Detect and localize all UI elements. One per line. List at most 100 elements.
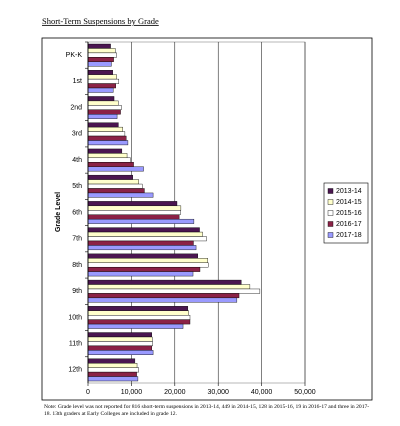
bar [87, 336, 153, 342]
chart-title: Short-Term Suspensions by Grade [42, 16, 159, 26]
bar [87, 205, 182, 211]
bar [87, 122, 119, 128]
legend-label: 2014-15 [336, 199, 362, 206]
legend-swatch [327, 232, 334, 238]
bar [87, 310, 189, 316]
legend-label: 2016-17 [336, 221, 362, 228]
y-tick-label: 11th [69, 340, 82, 347]
y-tick-label: 7th [72, 236, 82, 243]
bar [87, 201, 178, 207]
bar [87, 210, 181, 215]
bar [87, 279, 242, 285]
y-tick-label: PK-K [66, 52, 83, 59]
bar [87, 240, 194, 246]
legend-swatch [327, 221, 334, 227]
bar [87, 371, 137, 377]
bar [87, 297, 238, 303]
note: Note: Grade level was not reported for 8… [44, 404, 370, 417]
bar [87, 96, 115, 102]
chart-frame [41, 37, 373, 401]
bar [87, 288, 261, 294]
bar [87, 179, 139, 185]
bar [87, 87, 114, 93]
bar [87, 70, 113, 75]
x-tick-label: 30,000 [207, 389, 229, 396]
y-tick-label: 9th [72, 288, 82, 295]
bar [87, 262, 209, 268]
bar [87, 78, 120, 84]
bar [87, 253, 199, 259]
bar [87, 52, 117, 58]
bar [87, 293, 240, 299]
x-tick-label: 50,000 [294, 389, 316, 396]
bar [87, 157, 131, 163]
bar [87, 114, 118, 119]
legend-label: 2015-16 [336, 210, 362, 217]
bar [87, 284, 251, 290]
y-tick-label: 8th [72, 262, 82, 269]
bar [87, 131, 126, 137]
bar [87, 140, 129, 146]
bar [87, 323, 184, 329]
bar [87, 266, 201, 272]
bar [87, 192, 154, 198]
bar [87, 174, 133, 180]
bar [87, 109, 121, 115]
bar [87, 363, 138, 368]
bar [87, 105, 122, 110]
y-tick-label: 1st [73, 78, 82, 85]
bar [87, 74, 117, 80]
x-tick-label: 0 [86, 389, 90, 396]
bar [87, 350, 154, 355]
bar [87, 236, 207, 242]
y-tick-label: 12th [68, 367, 82, 374]
y-tick-label: 3rd [72, 131, 82, 138]
bar [87, 231, 203, 237]
bar [87, 218, 195, 224]
legend-swatch [327, 199, 334, 205]
bar [87, 100, 119, 106]
bar [87, 43, 111, 49]
y-tick-label: 5th [72, 183, 82, 190]
legend-swatch [327, 210, 334, 216]
bar [87, 148, 123, 154]
bar [87, 153, 128, 159]
bar [87, 367, 139, 373]
x-tick-label: 20,000 [164, 389, 186, 396]
y-tick-label: 4th [72, 157, 82, 164]
bar [87, 48, 116, 54]
x-tick-label: 10,000 [121, 389, 143, 396]
bar [87, 227, 200, 233]
bar [87, 57, 114, 62]
legend-label: 2013-14 [336, 188, 362, 195]
bar [87, 315, 191, 320]
bar [87, 306, 189, 311]
bar [87, 183, 143, 189]
bar [87, 83, 116, 89]
y-tick-label: 6th [72, 209, 82, 216]
bar [87, 126, 123, 132]
legend-label: 2017-18 [336, 232, 362, 239]
bar [87, 214, 180, 220]
bar [87, 345, 152, 351]
bar [87, 61, 112, 67]
bar [87, 162, 134, 167]
bar [87, 319, 191, 325]
bar [87, 271, 194, 277]
bar [87, 376, 139, 382]
y-tick-label: 10th [68, 314, 82, 321]
y-axis-label: Grade Level [55, 192, 62, 232]
bar [87, 188, 145, 194]
x-tick-label: 40,000 [251, 389, 273, 396]
bar [87, 245, 197, 251]
bar [87, 341, 153, 347]
bar [87, 135, 127, 141]
bar [87, 258, 208, 263]
bar [87, 332, 152, 338]
y-tick-label: 2nd [70, 104, 82, 111]
legend-swatch [327, 188, 334, 194]
bar [87, 166, 144, 172]
bar [87, 358, 136, 364]
